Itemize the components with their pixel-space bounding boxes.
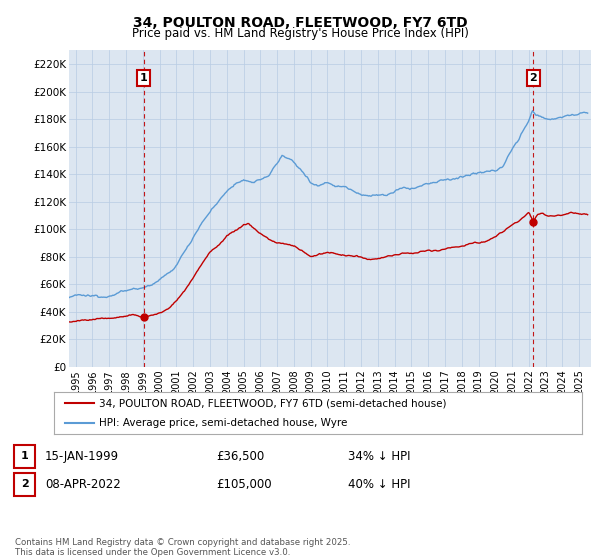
Text: 1: 1 <box>21 451 29 461</box>
Text: Price paid vs. HM Land Registry's House Price Index (HPI): Price paid vs. HM Land Registry's House … <box>131 27 469 40</box>
Text: £36,500: £36,500 <box>216 450 264 463</box>
Text: Contains HM Land Registry data © Crown copyright and database right 2025.
This d: Contains HM Land Registry data © Crown c… <box>15 538 350 557</box>
Text: 2: 2 <box>21 479 29 489</box>
Text: 34% ↓ HPI: 34% ↓ HPI <box>348 450 410 463</box>
Text: 1: 1 <box>140 73 148 83</box>
Text: HPI: Average price, semi-detached house, Wyre: HPI: Average price, semi-detached house,… <box>99 418 347 428</box>
Text: 15-JAN-1999: 15-JAN-1999 <box>45 450 119 463</box>
Text: 40% ↓ HPI: 40% ↓ HPI <box>348 478 410 491</box>
Text: £105,000: £105,000 <box>216 478 272 491</box>
Text: 34, POULTON ROAD, FLEETWOOD, FY7 6TD (semi-detached house): 34, POULTON ROAD, FLEETWOOD, FY7 6TD (se… <box>99 398 446 408</box>
Text: 2: 2 <box>530 73 538 83</box>
Text: 34, POULTON ROAD, FLEETWOOD, FY7 6TD: 34, POULTON ROAD, FLEETWOOD, FY7 6TD <box>133 16 467 30</box>
Text: 08-APR-2022: 08-APR-2022 <box>45 478 121 491</box>
